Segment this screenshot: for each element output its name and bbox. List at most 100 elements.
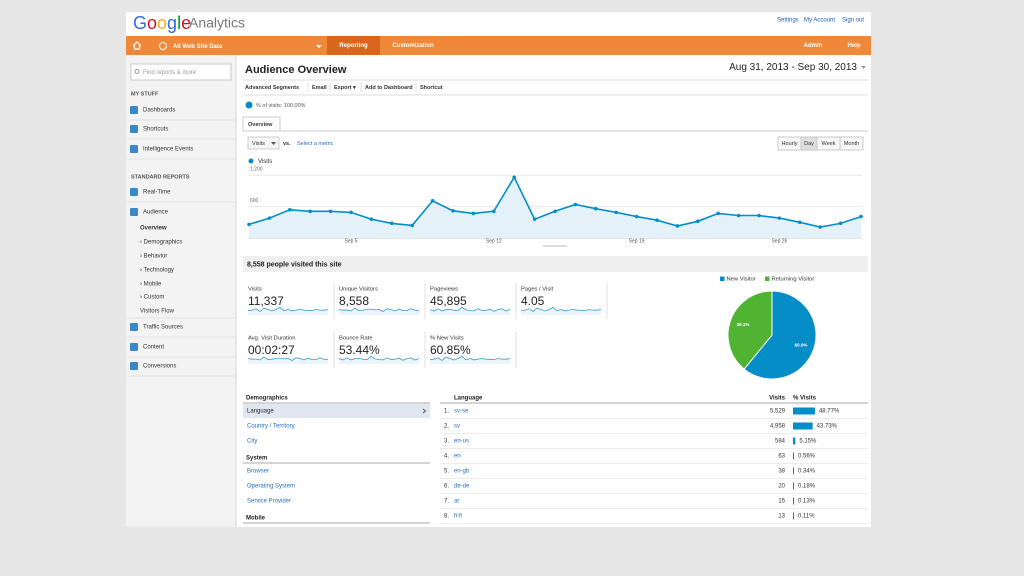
x-tick-label: Sep 26 xyxy=(771,238,787,244)
language-link[interactable]: fi-fi xyxy=(454,514,462,520)
nav-icon xyxy=(130,343,138,351)
dropdown-arrow[interactable] xyxy=(316,45,322,48)
area xyxy=(249,177,861,238)
nav-link[interactable]: Admin xyxy=(804,43,823,49)
toolbar-button[interactable]: Export ▾ xyxy=(334,85,357,91)
language-link[interactable]: sv-se xyxy=(454,409,469,415)
sidebar-subitem[interactable]: › Behavior xyxy=(140,254,167,260)
metric-label: % New Visits xyxy=(430,336,464,342)
header-link[interactable]: Settings xyxy=(777,18,799,24)
pie-label: 60.9% xyxy=(795,343,808,348)
sidebar-item[interactable]: Content xyxy=(143,345,164,351)
pct-bar xyxy=(793,407,815,415)
metric-label: Bounce Rate xyxy=(339,336,373,342)
sidebar-item[interactable]: Dashboards xyxy=(143,108,175,114)
metric-value: 8,558 xyxy=(339,294,369,308)
language-link[interactable]: sv xyxy=(454,424,460,430)
row-rank: 4. xyxy=(444,454,449,460)
segment-label: % of visits: 100.00% xyxy=(256,103,306,109)
point xyxy=(675,224,680,228)
granularity-button[interactable] xyxy=(839,136,864,151)
search-input[interactable]: Find reports & more xyxy=(143,70,197,76)
pct-bar xyxy=(793,497,794,505)
point xyxy=(614,210,618,215)
sidebar-subitem[interactable]: › Demographics xyxy=(140,240,182,246)
sidebar-item[interactable]: Conversions xyxy=(143,364,176,370)
toolbar-button[interactable]: Add to Dashboard xyxy=(365,85,413,91)
pct-label: 0.13% xyxy=(798,499,816,505)
date-range[interactable]: Aug 31, 2013 - Sep 30, 2013 xyxy=(729,62,857,73)
sidebar-item[interactable]: Traffic Sources xyxy=(143,325,183,331)
point xyxy=(818,225,822,229)
toolbar-button[interactable]: Shortcut xyxy=(420,85,443,91)
sidebar-item[interactable]: Real-Time xyxy=(143,190,171,196)
language-link[interactable]: en xyxy=(454,454,461,460)
header-link[interactable]: Sign out xyxy=(842,18,864,24)
sidebar-item[interactable]: Intelligence Events xyxy=(143,147,193,153)
pie-slice xyxy=(727,290,773,370)
row-rank: 7. xyxy=(444,499,449,505)
language-link[interactable]: ar xyxy=(454,499,459,505)
sidebar-subitem[interactable]: › Technology xyxy=(140,268,174,274)
report-title: Audience Overview xyxy=(245,64,347,76)
toolbar-button[interactable]: Advanced Segments xyxy=(245,85,299,91)
pct-label: 43.73% xyxy=(817,424,838,430)
row-rank: 6. xyxy=(444,484,449,490)
pct-bar xyxy=(793,422,813,430)
dimension-link[interactable]: Browser xyxy=(247,469,269,475)
pct-label: 0.18% xyxy=(798,484,816,490)
dimension-link[interactable]: Operating System xyxy=(247,484,295,490)
language-link[interactable]: en-us xyxy=(454,439,469,445)
dimension-link[interactable]: Country / Territory xyxy=(247,424,295,430)
point xyxy=(736,213,741,218)
granularity-label[interactable]: Hourly xyxy=(782,141,798,147)
sidebar-item[interactable]: Audience xyxy=(143,210,169,216)
segment-icon xyxy=(245,101,253,109)
pct-label: 48.77% xyxy=(819,409,840,415)
product-name: Analytics xyxy=(189,15,245,31)
selected-row xyxy=(243,404,430,418)
language-link[interactable]: en-gb xyxy=(454,469,470,475)
summary-title: 8,558 people visited this site xyxy=(247,261,342,268)
language-link[interactable]: de-de xyxy=(454,484,470,490)
point xyxy=(390,221,394,226)
sidebar-item[interactable]: Shortcuts xyxy=(143,127,168,133)
row-rank: 5. xyxy=(444,469,449,475)
select-metric[interactable]: Select a metric xyxy=(297,141,334,147)
dimension-link[interactable]: Service Provider xyxy=(247,499,291,505)
sparkline xyxy=(429,355,511,362)
visits-cell: 38 xyxy=(778,469,785,475)
metric-select[interactable]: Visits xyxy=(252,141,265,147)
granularity-label[interactable]: Week xyxy=(822,141,836,147)
tab-label[interactable]: Overview xyxy=(248,122,273,128)
row-rank: 3. xyxy=(444,439,449,445)
sidebar-subitem[interactable]: Visitors Flow xyxy=(140,309,175,315)
nav-tab[interactable]: Reporting xyxy=(339,43,368,49)
metric-value: 60.85% xyxy=(430,343,471,357)
pct-label: 0.11% xyxy=(798,514,815,520)
granularity-label[interactable]: Day xyxy=(804,141,814,147)
sparkline xyxy=(247,306,329,313)
toolbar-button[interactable]: Email xyxy=(312,85,327,91)
sidebar-subitem[interactable]: Overview xyxy=(140,226,167,232)
sidebar-subitem[interactable]: › Mobile xyxy=(140,282,162,288)
metric-label: Unique Visitors xyxy=(339,287,378,293)
dimension-link[interactable]: City xyxy=(247,439,257,445)
row-rank: 2. xyxy=(444,424,449,430)
dimension-link[interactable]: Language xyxy=(247,409,274,415)
home-icon[interactable] xyxy=(132,41,142,50)
metric-dropdown[interactable] xyxy=(247,136,280,150)
nav-tab[interactable]: Customization xyxy=(392,43,434,49)
metric-value: 45,895 xyxy=(430,294,467,308)
column-header: % Visits xyxy=(793,396,817,402)
account-selector[interactable]: All Web Site Data xyxy=(173,44,223,50)
nav-icon xyxy=(130,106,138,114)
date-arrow xyxy=(861,66,866,69)
sidebar-subitem[interactable]: › Custom xyxy=(140,295,164,301)
nav-link[interactable]: Help xyxy=(847,43,860,49)
granularity-label[interactable]: Month xyxy=(844,141,859,147)
active-tab xyxy=(327,36,380,55)
search-box[interactable] xyxy=(130,63,232,81)
sparkline-area xyxy=(430,356,510,364)
header-link[interactable]: My Account xyxy=(804,18,835,24)
